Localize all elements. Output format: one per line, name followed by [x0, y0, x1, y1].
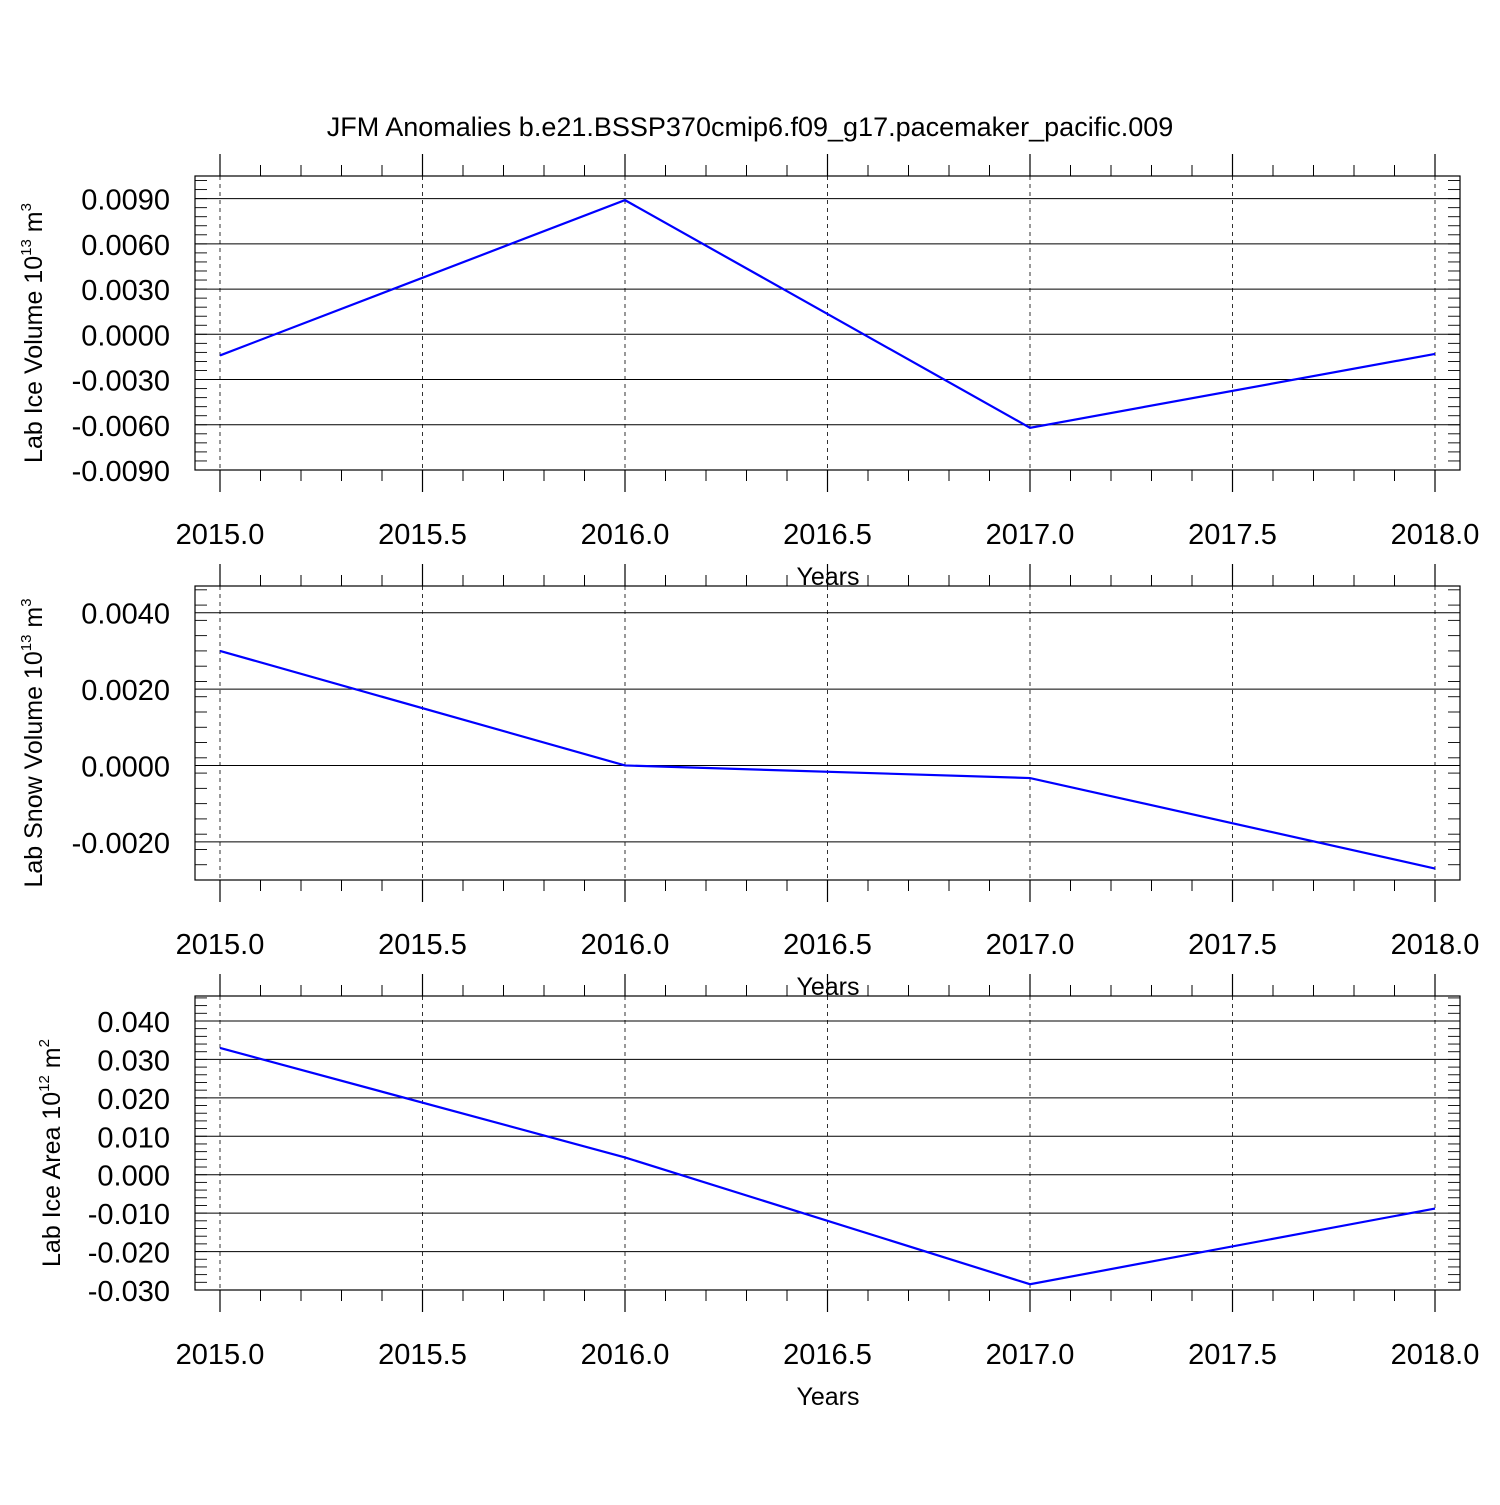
x-tick-label: 2017.5 — [1188, 929, 1277, 961]
x-tick-label: 2015.0 — [176, 519, 265, 551]
y-tick-label: -0.010 — [88, 1199, 170, 1231]
x-axis-label: Years — [796, 1383, 859, 1411]
x-tick-label: 2018.0 — [1391, 929, 1480, 961]
x-tick-label: 2016.0 — [581, 1339, 670, 1371]
x-tick-label: 2017.0 — [986, 929, 1075, 961]
x-tick-label: 2016.0 — [581, 929, 670, 961]
y-tick-label: 0.0040 — [81, 599, 170, 631]
x-tick-label: 2015.5 — [378, 1339, 467, 1371]
x-tick-label: 2016.5 — [783, 519, 872, 551]
x-tick-label: 2015.0 — [176, 1339, 265, 1371]
y-tick-label: -0.0030 — [72, 366, 170, 398]
x-tick-label: 2017.5 — [1188, 519, 1277, 551]
y-tick-label: 0.030 — [97, 1045, 170, 1077]
x-tick-label: 2015.0 — [176, 929, 265, 961]
y-tick-label: 0.0030 — [81, 275, 170, 307]
y-tick-label: 0.000 — [97, 1161, 170, 1193]
chart-panel-1: 2015.0 2015.5 2016.0 2016.5 2017.0 2017.5 2018… — [18, 154, 1479, 591]
y-tick-label: 0.040 — [97, 1007, 170, 1039]
y-tick-label: 0.010 — [97, 1122, 170, 1154]
y-tick-label: 0.0000 — [81, 751, 170, 783]
x-tick-label: 2016.0 — [581, 519, 670, 551]
y-axis-label: Lab Ice Area 1012 m2 — [36, 1039, 66, 1267]
x-tick-label: 2016.5 — [783, 929, 872, 961]
y-tick-label: -0.0090 — [72, 456, 170, 488]
x-tick-label: 2016.5 — [783, 1339, 872, 1371]
x-tick-label: 2015.5 — [378, 929, 467, 961]
y-tick-label: 0.0060 — [81, 230, 170, 262]
chart-panel-3: 2015.0 2015.5 2016.0 2016.5 2017.0 2017.5 2018… — [36, 974, 1479, 1411]
y-tick-label: 0.0000 — [81, 320, 170, 352]
x-tick-label: 2018.0 — [1391, 1339, 1480, 1371]
y-axis-label: Lab Ice Volume 1013 m3 — [18, 203, 48, 463]
x-tick-label: 2017.0 — [986, 1339, 1075, 1371]
y-tick-label: 0.0020 — [81, 675, 170, 707]
x-tick-label: 2018.0 — [1391, 519, 1480, 551]
figure-title: JFM Anomalies b.e21.BSSP370cmip6.f09_g17… — [0, 112, 1500, 143]
y-tick-label: -0.0060 — [72, 411, 170, 443]
y-axis-label: Lab Snow Volume 1013 m3 — [18, 598, 48, 887]
y-tick-label: 0.020 — [97, 1084, 170, 1116]
x-tick-label: 2017.0 — [986, 519, 1075, 551]
y-tick-label: -0.020 — [88, 1238, 170, 1270]
y-tick-label: -0.0020 — [72, 828, 170, 860]
y-tick-label: 0.0090 — [81, 185, 170, 217]
y-tick-label: -0.030 — [88, 1276, 170, 1308]
x-tick-label: 2015.5 — [378, 519, 467, 551]
x-tick-label: 2017.5 — [1188, 1339, 1277, 1371]
chart-panel-2: 2015.0 2015.5 2016.0 2016.5 2017.0 2017.5 2018… — [18, 564, 1479, 1001]
